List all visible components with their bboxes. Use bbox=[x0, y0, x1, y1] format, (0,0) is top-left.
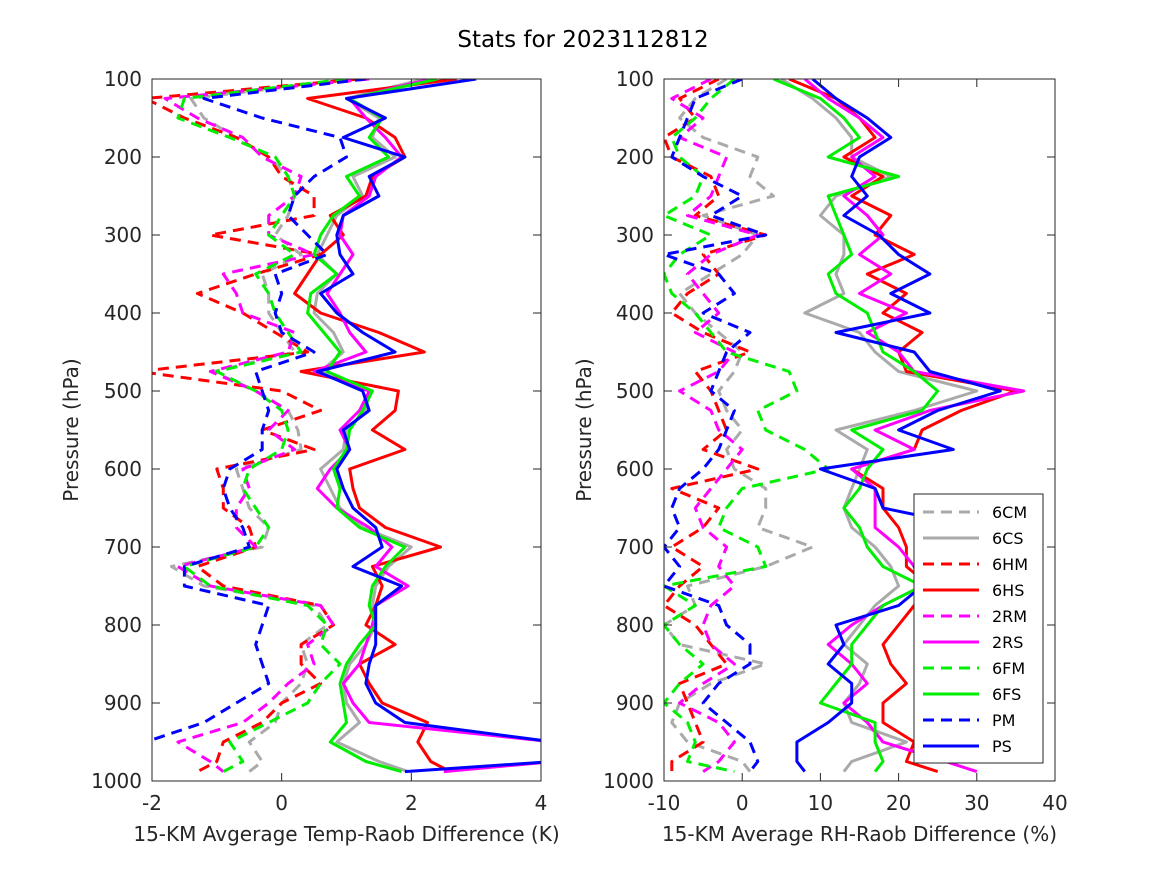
rh-series-6fs-line bbox=[772, 79, 940, 773]
rh-x-axis-label: 15-KM Average RH-Raob Difference (%) bbox=[662, 822, 1057, 846]
temp-series-6fs-line bbox=[306, 79, 438, 774]
rh-y-tick-label: 200 bbox=[616, 145, 654, 169]
temp-series-pm-line bbox=[152, 79, 367, 742]
rh-y-tick-label: 700 bbox=[616, 535, 654, 559]
temp-y-tick-label: 800 bbox=[104, 613, 142, 637]
temp-y-axis-label: Pressure (hPa) bbox=[59, 358, 83, 501]
temp-series-group bbox=[152, 79, 541, 774]
rh-series-pm-line bbox=[664, 79, 768, 773]
legend-label-6hm: 6HM bbox=[992, 555, 1028, 574]
rh-y-tick-label: 100 bbox=[616, 67, 654, 91]
rh-x-tick-label: 40 bbox=[1042, 791, 1067, 815]
temp-y-tick-label: 100 bbox=[104, 67, 142, 91]
temp-panel: -2 0 2 4 100 200 300 400 500 600 700 800 900 1000 15-… bbox=[59, 67, 560, 846]
temp-y-tick-label: 300 bbox=[104, 223, 142, 247]
temp-y-tick-label: 1000 bbox=[91, 769, 142, 793]
temp-x-tick-label: 2 bbox=[405, 791, 418, 815]
temp-axes-box bbox=[151, 78, 542, 782]
temp-series-2rs-line bbox=[312, 79, 541, 774]
rh-x-tick-label: 10 bbox=[808, 791, 833, 815]
rh-y-tick-label: 500 bbox=[616, 379, 654, 403]
temp-y-tick-label: 500 bbox=[104, 379, 142, 403]
temp-ticks-group: -2 0 2 4 100 200 300 400 500 600 700 800 900 1000 bbox=[91, 67, 547, 815]
rh-series-6hs-line bbox=[788, 79, 1018, 774]
legend: 6CM 6CS 6HM 6HS 2RM 2RS 6FM 6FS PM PS bbox=[913, 493, 1044, 764]
rh-ticks-group: -10 0 10 20 30 40 100 200 300 400 500 600 700 800 900 1… bbox=[603, 67, 1068, 815]
temp-x-axis-label: 15-KM Avgerage Temp-Raob Difference (K) bbox=[133, 822, 559, 846]
rh-y-tick-label: 800 bbox=[616, 613, 654, 637]
rh-x-tick-label: 30 bbox=[964, 791, 989, 815]
temp-y-tick-label: 700 bbox=[104, 535, 142, 559]
rh-x-tick-label: -10 bbox=[648, 791, 681, 815]
legend-label-6fs: 6FS bbox=[992, 685, 1021, 704]
rh-axes-box bbox=[663, 78, 1056, 782]
temp-x-tick-label: 0 bbox=[275, 791, 288, 815]
rh-series-6cm-line bbox=[664, 79, 815, 773]
rh-x-tick-label: 20 bbox=[886, 791, 911, 815]
temp-y-tick-label: 400 bbox=[104, 301, 142, 325]
rh-series-2rm-line bbox=[670, 79, 760, 773]
rh-series-group bbox=[664, 79, 1026, 774]
legend-label-6fm: 6FM bbox=[992, 659, 1025, 678]
rh-series-6cs-line bbox=[780, 79, 979, 773]
rh-y-axis-label: Pressure (hPa) bbox=[572, 358, 596, 501]
temp-y-tick-label: 900 bbox=[104, 691, 142, 715]
temp-series-6cs-line bbox=[312, 79, 425, 774]
temp-x-tick-label: -2 bbox=[142, 791, 162, 815]
legend-label-6hs: 6HS bbox=[992, 581, 1024, 600]
temp-series-6fm-line bbox=[176, 79, 347, 773]
legend-label-6cm: 6CM bbox=[992, 503, 1027, 522]
legend-label-ps: PS bbox=[992, 737, 1012, 756]
figure-title: Stats for 2023112812 bbox=[457, 27, 708, 53]
rh-y-tick-label: 400 bbox=[616, 301, 654, 325]
rh-y-tick-label: 900 bbox=[616, 691, 654, 715]
rh-x-tick-label: 0 bbox=[736, 791, 749, 815]
legend-label-pm: PM bbox=[992, 711, 1015, 730]
rh-y-tick-label: 1000 bbox=[603, 769, 654, 793]
temp-x-tick-label: 4 bbox=[535, 791, 548, 815]
temp-series-ps-line bbox=[315, 79, 541, 774]
legend-box bbox=[913, 493, 1044, 764]
rh-y-tick-label: 600 bbox=[616, 457, 654, 481]
temp-y-tick-label: 600 bbox=[104, 457, 142, 481]
legend-label-6cs: 6CS bbox=[992, 529, 1024, 548]
temp-y-tick-label: 200 bbox=[104, 145, 142, 169]
legend-label-2rs: 2RS bbox=[992, 633, 1023, 652]
legend-label-2rm: 2RM bbox=[992, 607, 1027, 626]
rh-series-ps-line bbox=[795, 79, 1002, 773]
rh-y-tick-label: 300 bbox=[616, 223, 654, 247]
rh-series-6fm-line bbox=[664, 79, 830, 774]
